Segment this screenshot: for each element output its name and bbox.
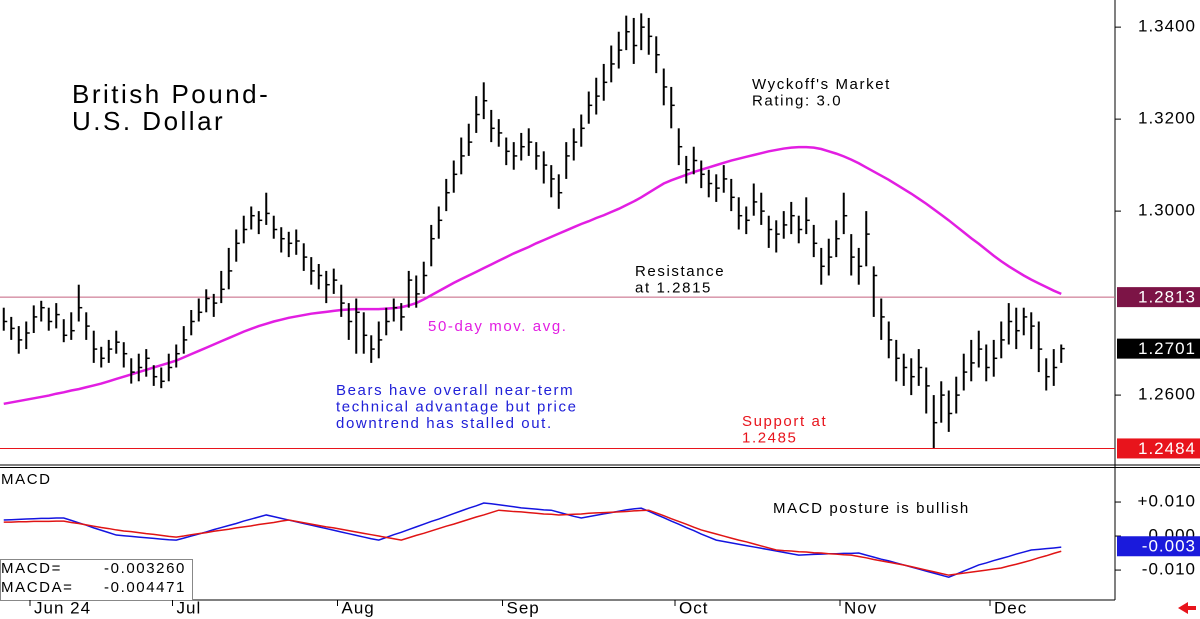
annotation: Rating: 3.0: [752, 92, 842, 109]
y-tick-label: 1.3000: [1138, 201, 1196, 220]
annotation: Wyckoff's Market: [752, 76, 891, 93]
moving-average: [3, 145, 1062, 406]
y-tick-label: -0.010: [1142, 560, 1196, 579]
level-label: 1.2813: [1138, 288, 1196, 307]
panel-title: MACD: [1, 471, 52, 488]
scroll-arrow: [1178, 602, 1196, 614]
y-tick-label: +0.010: [1138, 492, 1196, 511]
y-tick-label: 1.2600: [1138, 385, 1196, 404]
x-tick-label: Jul: [177, 598, 202, 617]
annotation: Support at: [742, 413, 827, 430]
level-box: [1117, 287, 1200, 308]
x-tick-label: Nov: [844, 598, 877, 617]
series-label: 50-day mov. avg.: [428, 318, 568, 335]
x-tick-label: Oct: [679, 598, 708, 617]
x-tick-label: Sep: [507, 598, 540, 617]
annotation: 1.2485: [742, 429, 797, 446]
level-label: -0.003: [1142, 537, 1196, 556]
annotation: technical advantage but price: [336, 398, 578, 415]
chart-title: U.S. Dollar: [72, 106, 225, 136]
indicator-line: [3, 502, 1062, 579]
annotation: MACD posture is bullish: [773, 500, 970, 517]
x-tick-label: Aug: [342, 598, 375, 617]
readout-box: [0, 559, 193, 601]
level-label: 1.2484: [1138, 439, 1196, 458]
level-box: [1117, 338, 1200, 359]
y-tick-label: 1.3200: [1138, 109, 1196, 128]
readout-label: MACDA=: [1, 579, 74, 596]
readout-label: MACD=: [1, 560, 62, 577]
annotation: at 1.2815: [635, 279, 712, 296]
x-tick-label: Jun 24: [34, 598, 91, 617]
annotation: downtrend has stalled out.: [336, 415, 553, 432]
y-tick-label: 1.3400: [1138, 17, 1196, 36]
annotation: Resistance: [635, 263, 725, 280]
readout-value: -0.003260: [104, 560, 186, 577]
level-label: 1.2701: [1138, 339, 1196, 358]
level-box: [1117, 438, 1200, 459]
chart-title: British Pound-: [72, 79, 270, 109]
readout-value: -0.004471: [104, 579, 186, 596]
annotation: Bears have overall near-term: [336, 382, 574, 399]
indicator-line: [3, 509, 1062, 576]
x-tick-label: Dec: [994, 598, 1027, 617]
level-box: [1117, 536, 1200, 557]
